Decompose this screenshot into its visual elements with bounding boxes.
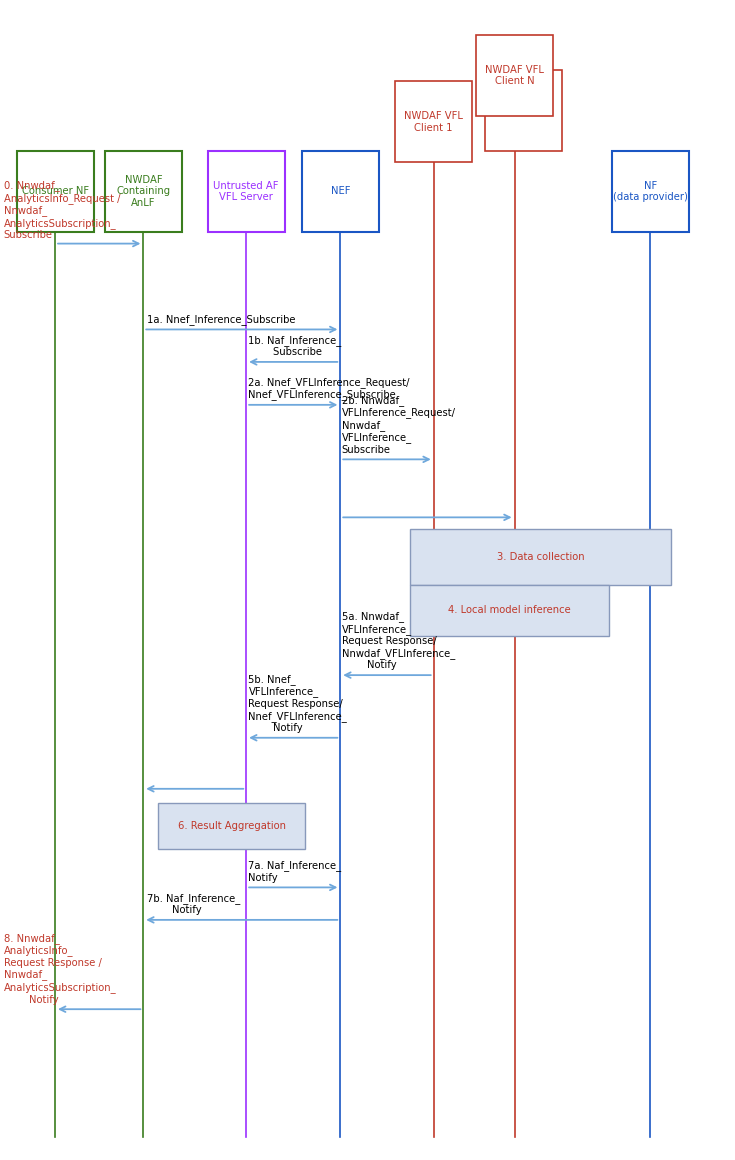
Text: 1b. Naf_Inference_
        Subscribe: 1b. Naf_Inference_ Subscribe bbox=[248, 335, 342, 357]
Text: 2b. Nnwdaf_
VFLInference_Request/
Nnwdaf_
VFLInference_
Subscribe: 2b. Nnwdaf_ VFLInference_Request/ Nnwdaf… bbox=[342, 394, 456, 455]
FancyBboxPatch shape bbox=[410, 585, 609, 636]
Text: Untrusted AF
VFL Server: Untrusted AF VFL Server bbox=[213, 181, 279, 202]
FancyBboxPatch shape bbox=[302, 151, 379, 232]
FancyBboxPatch shape bbox=[395, 81, 472, 162]
Text: 4. Local model inference: 4. Local model inference bbox=[448, 606, 571, 615]
Text: NF
(data provider): NF (data provider) bbox=[613, 181, 688, 202]
Text: 7a. Naf_Inference_
Notify: 7a. Naf_Inference_ Notify bbox=[248, 861, 342, 883]
Text: NWDAF VFL
Client N: NWDAF VFL Client N bbox=[485, 65, 544, 86]
FancyBboxPatch shape bbox=[612, 151, 689, 232]
FancyBboxPatch shape bbox=[208, 151, 284, 232]
Text: 0. Nnwdaf_
AnalyticsInfo_Request /
Nnwdaf_
AnalyticsSubscription_
Subscribe: 0. Nnwdaf_ AnalyticsInfo_Request / Nnwda… bbox=[4, 180, 121, 240]
Text: NEF: NEF bbox=[331, 187, 350, 196]
Text: 3. Data collection: 3. Data collection bbox=[497, 552, 584, 561]
Text: NWDAF
Containing
AnLF: NWDAF Containing AnLF bbox=[116, 175, 171, 208]
Text: Consumer NF: Consumer NF bbox=[21, 187, 89, 196]
FancyBboxPatch shape bbox=[410, 529, 671, 585]
Text: NWDAF VFL
Client 1: NWDAF VFL Client 1 bbox=[404, 111, 463, 132]
Text: 2a. Nnef_VFLInference_Request/
Nnef_VFLInference_Subscribe: 2a. Nnef_VFLInference_Request/ Nnef_VFLI… bbox=[248, 377, 410, 400]
Text: 5b. Nnef_
VFLInference_
Request Response/
Nnef_VFLInference_
        Notify: 5b. Nnef_ VFLInference_ Request Response… bbox=[248, 674, 347, 733]
FancyBboxPatch shape bbox=[158, 803, 305, 849]
FancyBboxPatch shape bbox=[476, 35, 553, 116]
Text: 5a. Nnwdaf_
VFLInference_
Request Response/
Nnwdaf_VFLInference_
        Notify: 5a. Nnwdaf_ VFLInference_ Request Respon… bbox=[342, 611, 455, 670]
FancyBboxPatch shape bbox=[105, 151, 182, 232]
Text: 6. Result Aggregation: 6. Result Aggregation bbox=[178, 821, 285, 831]
FancyBboxPatch shape bbox=[16, 151, 94, 232]
Text: 1a. Nnef_Inference_Subscribe: 1a. Nnef_Inference_Subscribe bbox=[147, 314, 295, 325]
Text: 8. Nnwdaf_
AnalyticsInfo_
Request Response /
Nnwdaf_
AnalyticsSubscription_
    : 8. Nnwdaf_ AnalyticsInfo_ Request Respon… bbox=[4, 933, 116, 1005]
Text: 7b. Naf_Inference_
        Notify: 7b. Naf_Inference_ Notify bbox=[147, 893, 240, 915]
FancyBboxPatch shape bbox=[484, 70, 562, 151]
